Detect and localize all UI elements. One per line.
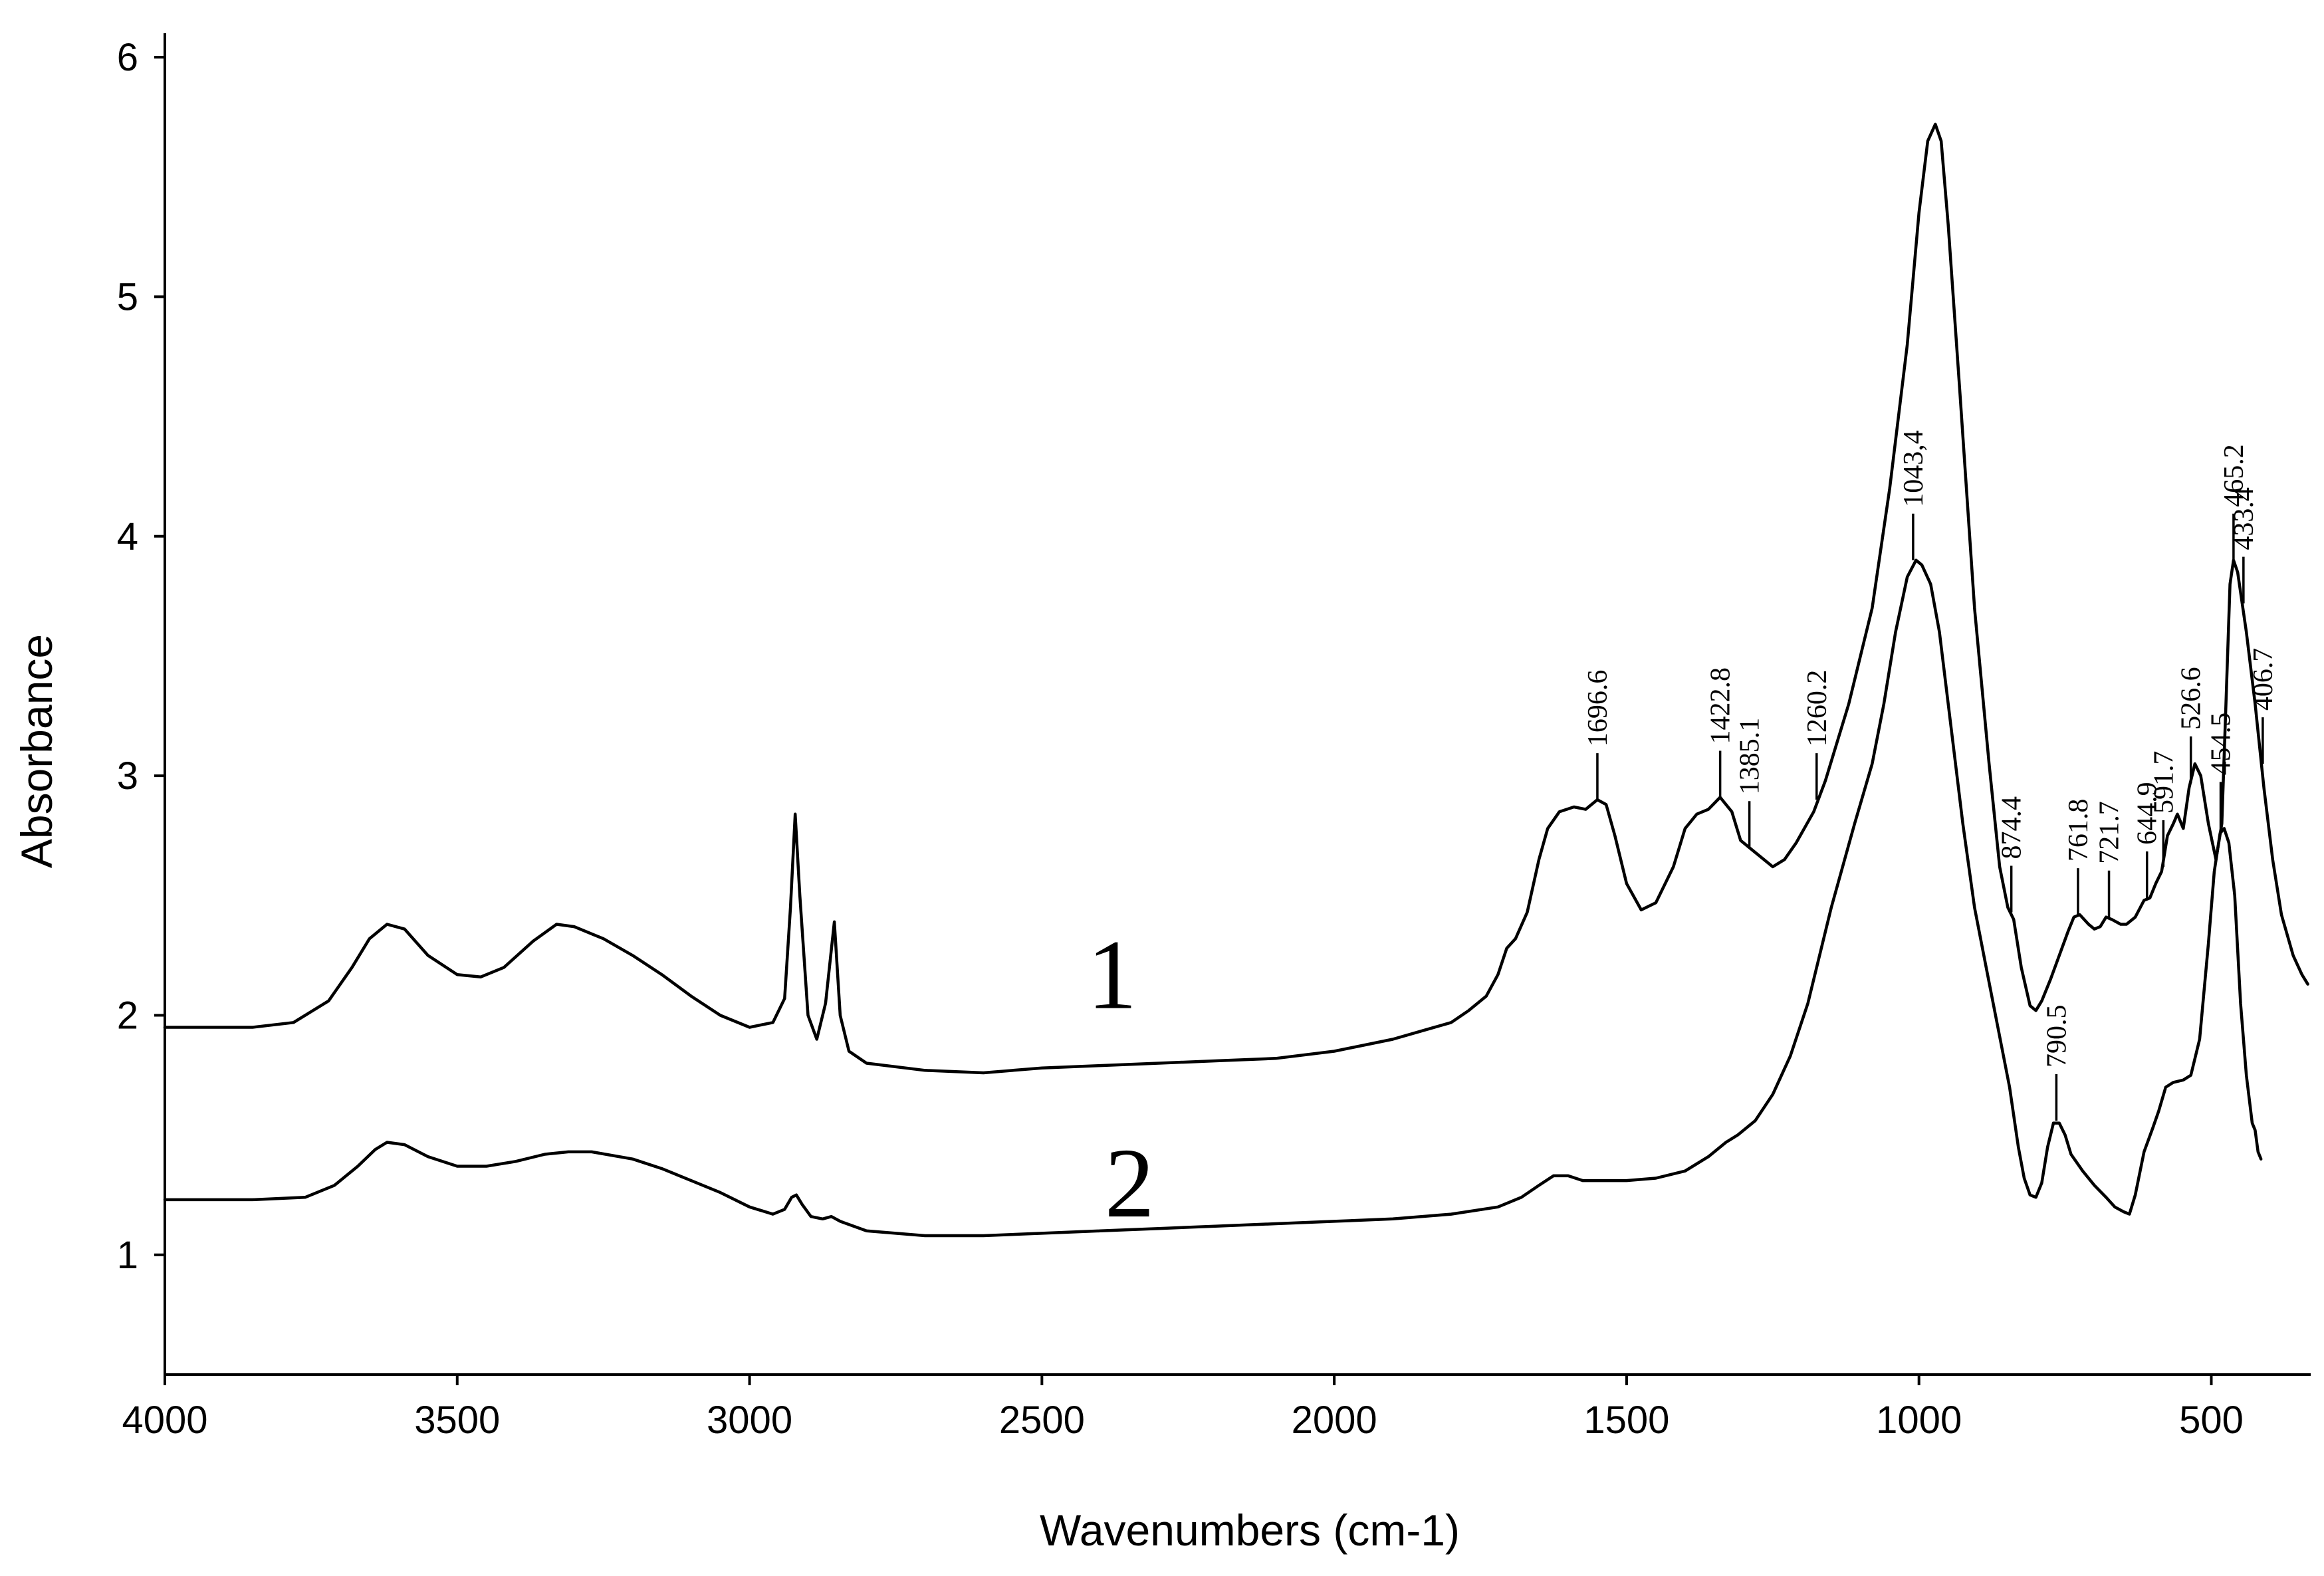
x-tick-label: 2500 bbox=[999, 1399, 1085, 1442]
peak-label: 406.7 bbox=[2248, 648, 2279, 711]
plot-area: 4000 3500 3000 2500 2000 1500 1000 500 1 2 3 4 5 6 1 2 1… bbox=[117, 33, 2311, 1442]
peak-label: 1385.1 bbox=[1735, 718, 1766, 795]
peak-label: 721.7 bbox=[2095, 801, 2125, 864]
series-label-2: 2 bbox=[1105, 1128, 1155, 1238]
series-line-2 bbox=[163, 558, 2263, 1238]
x-tick-label: 3500 bbox=[414, 1399, 500, 1442]
peak-label: 454.5 bbox=[2206, 713, 2237, 776]
x-tick-label: 1500 bbox=[1583, 1399, 1669, 1442]
peak-label: 591.7 bbox=[2149, 751, 2179, 814]
peak-label: 1422.8 bbox=[1706, 667, 1736, 744]
y-axis-title: Absorbance bbox=[12, 634, 61, 868]
peak-label: 790.5 bbox=[2041, 1005, 2072, 1068]
y-tick-label: 4 bbox=[117, 515, 138, 558]
y-tick-label: 3 bbox=[117, 754, 138, 798]
y-tick-label: 2 bbox=[117, 994, 138, 1037]
peak-label: 874.4 bbox=[1997, 796, 2028, 859]
peak-label: 465.2 bbox=[2219, 444, 2250, 507]
y-tick-label: 1 bbox=[117, 1234, 138, 1277]
peak-label: 644.9 bbox=[2133, 782, 2163, 845]
x-axis-title: Wavenumbers (cm-1) bbox=[1040, 1506, 1460, 1555]
x-tick-label: 3000 bbox=[707, 1399, 792, 1442]
peak-label: 1043,4 bbox=[1899, 430, 1929, 507]
y-tick-label: 5 bbox=[117, 275, 138, 318]
series-label-1: 1 bbox=[1087, 920, 1137, 1030]
peak-label: 1260.2 bbox=[1802, 670, 1833, 747]
peak-label: 1696.6 bbox=[1583, 670, 1613, 747]
series-line-1 bbox=[163, 122, 2309, 1075]
x-tick-label: 4000 bbox=[122, 1399, 207, 1442]
x-tick-label: 500 bbox=[2179, 1399, 2244, 1442]
peak-label: 526.6 bbox=[2176, 667, 2207, 730]
peak-label: 761.8 bbox=[2063, 799, 2094, 862]
x-tick-label: 1000 bbox=[1876, 1399, 1962, 1442]
peak-label: 433.4 bbox=[2229, 487, 2260, 550]
x-tick-label: 2000 bbox=[1292, 1399, 1377, 1442]
y-tick-label: 6 bbox=[117, 36, 138, 79]
